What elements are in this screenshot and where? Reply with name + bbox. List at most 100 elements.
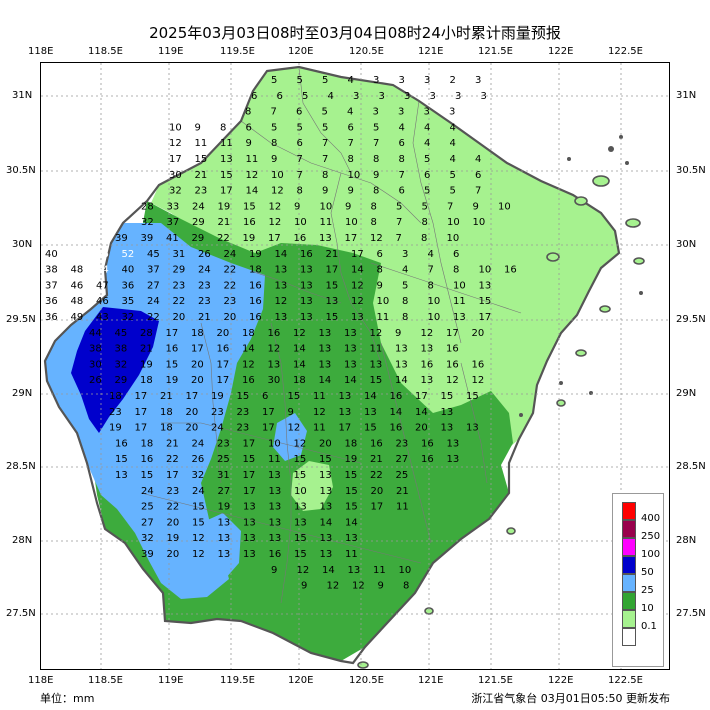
rainfall-value: 20	[191, 359, 204, 370]
top-tick-118e: 118E	[28, 46, 54, 57]
rainfall-value: 24	[147, 296, 160, 307]
rainfall-value: 9	[301, 581, 307, 592]
rainfall-value: 8	[373, 154, 379, 165]
rainfall-value: 21	[140, 344, 153, 355]
rainfall-value: 18	[160, 423, 173, 434]
rainfall-value: 23	[396, 438, 409, 449]
rainfall-value: 10	[447, 217, 460, 228]
rainfall-value: 13	[218, 533, 231, 544]
rainfall-value: 16	[217, 344, 230, 355]
rainfall-value: 36	[45, 296, 58, 307]
rainfall-value: 48	[71, 265, 84, 276]
rainfall-value: 12	[275, 296, 288, 307]
rainfall-value: 20	[217, 328, 230, 339]
rainfall-value: 10	[268, 438, 281, 449]
rainfall-value: 8	[297, 186, 303, 197]
rainfall-value: 16	[446, 344, 459, 355]
province-border	[43, 65, 621, 665]
rainfall-value: 38	[115, 344, 128, 355]
rainfall-value: 31	[217, 470, 230, 481]
rainfall-value: 24	[224, 249, 237, 260]
rainfall-value: 52	[122, 249, 135, 260]
rainfall-value: 21	[326, 249, 339, 260]
rainfall-value: 5	[322, 122, 328, 133]
rainfall-value: 9	[395, 328, 401, 339]
rainfall-value: 41	[166, 233, 179, 244]
rainfall-value: 17	[220, 186, 233, 197]
rainfall-value: 24	[192, 486, 205, 497]
rainfall-value: 36	[122, 280, 135, 291]
rainfall-value: 8	[371, 217, 377, 228]
rainfall-value: 9	[378, 581, 384, 592]
rainfall-value: 4	[348, 75, 354, 86]
rainfall-value: 15	[479, 296, 492, 307]
rainfall-value: 6	[399, 138, 405, 149]
rainfall-value: 12	[421, 328, 434, 339]
rainfall-value: 37	[167, 217, 180, 228]
rainfall-value: 5	[302, 91, 308, 102]
rainfall-value: 48	[71, 296, 84, 307]
rainfall-value: 20	[371, 486, 384, 497]
rainfall-value: 11	[396, 502, 409, 513]
bottom-tick-122-5e: 122.5E	[608, 675, 643, 686]
rainfall-value: 13	[320, 502, 333, 513]
rainfall-value: 17	[217, 359, 230, 370]
rainfall-value: 33	[167, 201, 180, 212]
rainfall-value: 11	[246, 154, 259, 165]
rainfall-value: 19	[140, 359, 153, 370]
rainfall-value: 7	[271, 107, 277, 118]
rainfall-value: 7	[322, 138, 328, 149]
rainfall-value: 12	[352, 581, 365, 592]
rainfall-value: 15	[345, 470, 358, 481]
rainfall-value: 13	[345, 533, 358, 544]
rainfall-value: 39	[141, 549, 154, 560]
rainfall-value: 8	[421, 233, 427, 244]
rainfall-value: 8	[377, 265, 383, 276]
rainfall-value: 5	[271, 122, 277, 133]
rainfall-value: 18	[109, 391, 122, 402]
rainfall-value: 8	[399, 154, 405, 165]
rainfall-value: 15	[195, 154, 208, 165]
legend-label-250: 250	[641, 531, 661, 542]
rainfall-value: 5	[271, 75, 277, 86]
rainfall-value: 12	[370, 328, 383, 339]
rainfall-value: 13	[218, 549, 231, 560]
rainfall-value: 16	[370, 438, 383, 449]
rainfall-value: 47	[96, 280, 109, 291]
rainfall-value: 9	[473, 201, 479, 212]
rainfall-value: 18	[191, 328, 204, 339]
rainfall-value: 7	[428, 265, 434, 276]
rainfall-value: 46	[96, 296, 109, 307]
rainfall-value: 8	[403, 581, 409, 592]
right-tick-30-5n: 30.5N	[676, 165, 706, 176]
rainfall-value: 4	[428, 249, 434, 260]
rainfall-value: 5	[422, 201, 428, 212]
rainfall-value: 22	[217, 233, 230, 244]
rainfall-value: 25	[141, 502, 154, 513]
rainfall-value: 12	[269, 217, 282, 228]
rainfall-value: 8	[371, 201, 377, 212]
rainfall-value: 17	[186, 391, 199, 402]
rainfall-value: 13	[479, 280, 492, 291]
legend-swatch-250	[622, 520, 636, 538]
rainfall-value: 10	[169, 122, 182, 133]
rainfall-value: 18	[140, 375, 153, 386]
rainfall-value: 7	[322, 154, 328, 165]
rainfall-value: 27	[147, 280, 160, 291]
rainfall-value: 21	[160, 391, 173, 402]
rainfall-value: 16	[446, 359, 459, 370]
rainfall-value: 22	[147, 312, 160, 323]
rainfall-value: 3	[398, 107, 404, 118]
rainfall-value: 45	[115, 328, 128, 339]
rainfall-value: 13	[421, 375, 434, 386]
rainfall-value: 3	[475, 75, 481, 86]
rainfall-value: 7	[447, 201, 453, 212]
rainfall-value: 15	[243, 454, 256, 465]
rainfall-value: 22	[224, 280, 237, 291]
rainfall-value: 10	[377, 296, 390, 307]
rainfall-value: 4	[450, 154, 456, 165]
rainfall-value: 7	[396, 217, 402, 228]
rainfall-value: 11	[453, 296, 466, 307]
rainfall-value: 21	[166, 438, 179, 449]
rainfall-value: 13	[269, 486, 282, 497]
